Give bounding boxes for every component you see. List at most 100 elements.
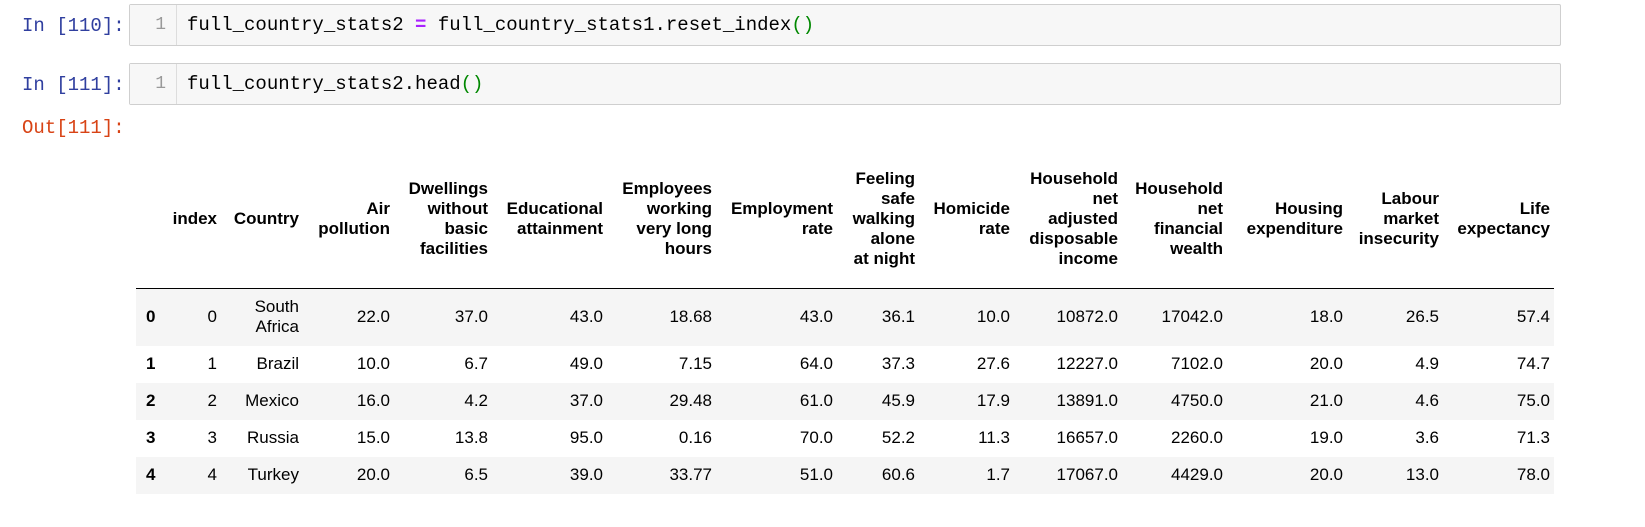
table-cell: 16.0 <box>356 391 390 410</box>
table-cell: 37.0 <box>569 391 603 410</box>
code-cell-110[interactable]: In [110]: 1 full_country_stats2 = full_c… <box>0 4 1645 48</box>
code-lhs: full_country_stats2 <box>187 14 416 36</box>
table-cell: Brazil <box>256 354 299 373</box>
table-cell: 13.0 <box>1405 465 1439 484</box>
column-header: Feeling safe walking alone at night <box>837 150 919 289</box>
column-header: Household net adjusted disposable income <box>1014 150 1122 289</box>
table-cell: 43.0 <box>799 307 833 327</box>
code-operator: = <box>415 14 427 36</box>
table-cell: 18.0 <box>1309 307 1343 327</box>
table-cell: 17067.0 <box>1056 465 1118 484</box>
table-cell: 6.5 <box>464 465 488 484</box>
table-cell: 95.0 <box>569 428 603 447</box>
column-header: index <box>166 150 221 289</box>
table-cell: 27.6 <box>976 354 1010 373</box>
code-parens: () <box>791 14 815 36</box>
column-header: Educational attainment <box>492 150 607 289</box>
table-cell: South Africa <box>254 297 299 337</box>
table-cell: 17042.0 <box>1161 307 1223 327</box>
table-cell: 78.0 <box>1516 465 1550 484</box>
table-cell: 74.7 <box>1516 354 1550 373</box>
table-cell: 10.0 <box>356 354 390 373</box>
input-prompt: In [111]: <box>22 74 125 96</box>
table-cell: 29.48 <box>669 391 712 410</box>
code-editor[interactable]: 1 full_country_stats2.head() <box>129 63 1561 105</box>
table-cell: 4.9 <box>1415 354 1439 373</box>
code-line[interactable]: full_country_stats2 = full_country_stats… <box>187 5 814 45</box>
table-row: 3 3 Russia 15.0 13.8 95.0 0.16 70.0 52.2 11.3 1665… <box>136 420 1554 457</box>
table-cell: 19.0 <box>1309 428 1343 447</box>
table-cell: 61.0 <box>799 391 833 410</box>
table-cell: 10872.0 <box>1056 307 1118 327</box>
table-cell: 52.2 <box>881 428 915 447</box>
table-cell: 22.0 <box>356 307 390 327</box>
header-row: index Country Air pollution Dwellings without… <box>136 150 1554 289</box>
dataframe-table: index Country Air pollution Dwellings without… <box>136 150 1554 494</box>
table-cell: 39.0 <box>569 465 603 484</box>
table-cell: 1 <box>207 354 217 373</box>
table-cell: 43.0 <box>569 307 603 327</box>
table-cell: 45.9 <box>881 391 915 410</box>
table-body: 0 0 South Africa 22.0 37.0 43.0 18.68 43.0 36.1 10… <box>136 288 1554 494</box>
table-cell: 20.0 <box>1309 354 1343 373</box>
table-cell: 1.7 <box>986 465 1010 484</box>
table-cell: 20.0 <box>1309 465 1343 484</box>
row-index: 2 <box>146 391 156 410</box>
table-cell: Turkey <box>247 465 299 484</box>
input-prompt: In [110]: <box>22 15 125 37</box>
column-header: Housing expenditure <box>1227 150 1347 289</box>
table-cell: 13891.0 <box>1056 391 1118 410</box>
column-header: Employees working very long hours <box>607 150 716 289</box>
table-cell: 0 <box>207 307 217 327</box>
table-cell: 6.7 <box>464 354 488 373</box>
table-cell: 36.1 <box>881 307 915 327</box>
table-cell: 70.0 <box>799 428 833 447</box>
table-cell: 2 <box>207 391 217 410</box>
table-cell: 4 <box>207 465 217 484</box>
table-cell: 3 <box>207 428 217 447</box>
code-editor[interactable]: 1 full_country_stats2 = full_country_sta… <box>129 4 1561 46</box>
code-line[interactable]: full_country_stats2.head() <box>187 64 483 104</box>
column-header <box>136 150 166 289</box>
table-cell: 12227.0 <box>1056 354 1118 373</box>
table-row: 0 0 South Africa 22.0 37.0 43.0 18.68 43.0 36.1 10… <box>136 288 1554 346</box>
column-header: Household net financial wealth <box>1122 150 1227 289</box>
row-index: 0 <box>146 307 156 327</box>
table-cell: 75.0 <box>1516 391 1550 410</box>
table-row: 4 4 Turkey 20.0 6.5 39.0 33.77 51.0 60.6 1.7 17067… <box>136 456 1554 494</box>
table-cell: 4.2 <box>464 391 488 410</box>
table-cell: Russia <box>247 428 299 447</box>
row-index: 4 <box>146 465 156 484</box>
table-row: 1 1 Brazil 10.0 6.7 49.0 7.15 64.0 37.3 27.6 12227… <box>136 346 1554 383</box>
line-number: 1 <box>130 5 177 45</box>
code-cell-111[interactable]: In [111]: 1 full_country_stats2.head() <box>0 63 1645 107</box>
column-header: Air pollution <box>303 150 394 289</box>
table-cell: 0.16 <box>678 428 712 447</box>
column-header: Country <box>221 150 303 289</box>
table-cell: 60.6 <box>881 465 915 484</box>
table-cell: 21.0 <box>1309 391 1343 410</box>
table-cell: 16657.0 <box>1056 428 1118 447</box>
code-lhs: full_country_stats2.head <box>187 73 461 95</box>
column-header: Dwellings without basic facilities <box>394 150 492 289</box>
table-cell: 18.68 <box>669 307 712 327</box>
table-cell: 10.0 <box>976 307 1010 327</box>
table-cell: 17.9 <box>976 391 1010 410</box>
table-cell: 71.3 <box>1516 428 1550 447</box>
output-prompt: Out[111]: <box>22 117 125 139</box>
table-cell: 57.4 <box>1516 307 1550 327</box>
table-cell: 11.3 <box>978 428 1010 447</box>
table-cell: 37.0 <box>454 307 488 327</box>
table-cell: Mexico <box>245 391 299 410</box>
table-cell: 26.5 <box>1405 307 1439 327</box>
code-parens: () <box>460 73 484 95</box>
table-cell: 13.8 <box>454 428 488 447</box>
table-cell: 51.0 <box>799 465 833 484</box>
row-index: 1 <box>146 354 156 373</box>
table-cell: 4429.0 <box>1171 465 1223 484</box>
table-cell: 3.6 <box>1415 428 1439 447</box>
code-rhs: full_country_stats1.reset_index <box>426 14 792 36</box>
column-header: Life expectancy <box>1443 150 1554 289</box>
table-cell: 4.6 <box>1415 391 1439 410</box>
line-number: 1 <box>130 64 177 104</box>
